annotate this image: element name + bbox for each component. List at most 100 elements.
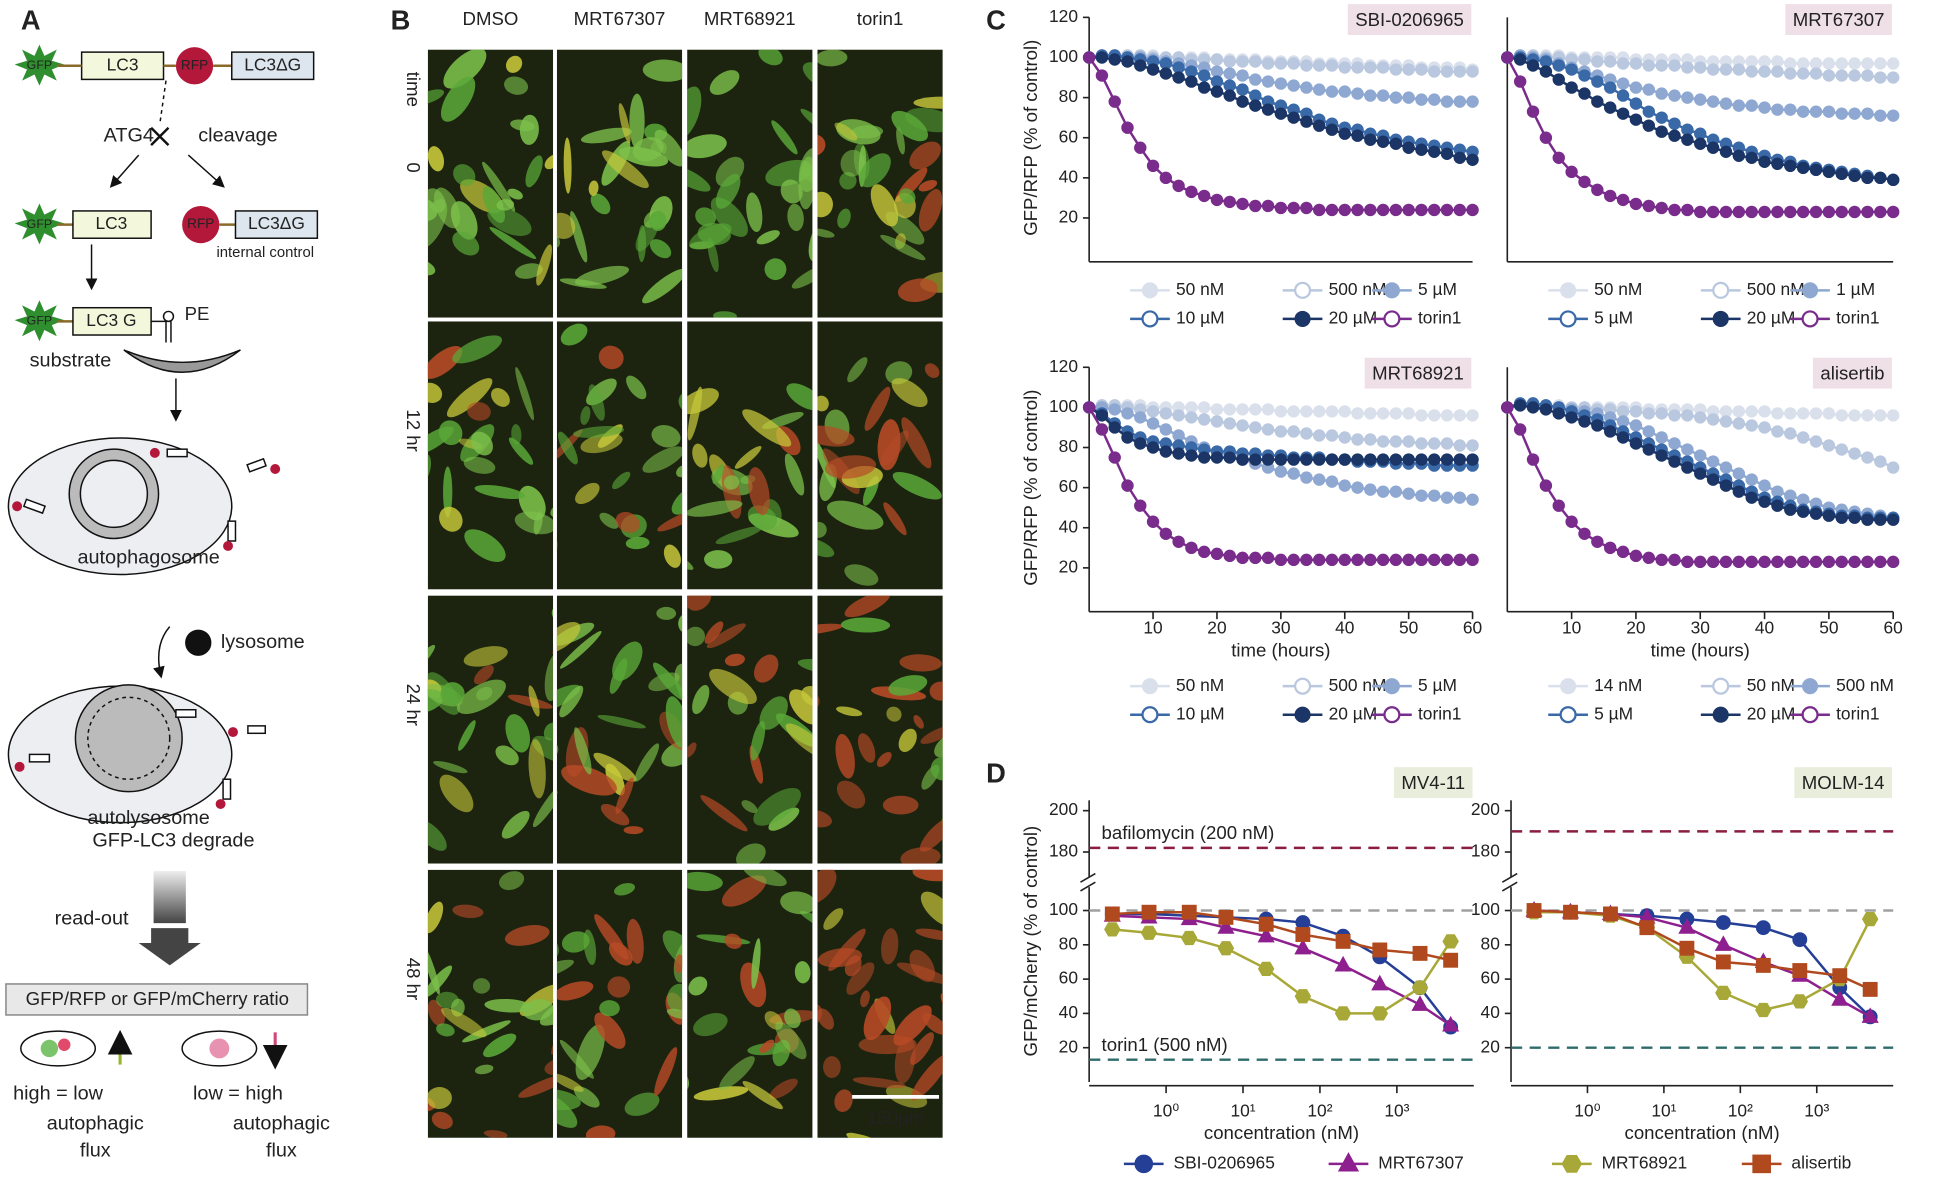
marker — [1642, 119, 1655, 132]
cell-blob — [634, 743, 660, 782]
marker — [1719, 145, 1733, 158]
marker — [1440, 437, 1454, 450]
cell-blob — [930, 756, 943, 781]
marker — [1428, 145, 1441, 158]
cell-blob — [844, 955, 862, 977]
marker — [1325, 59, 1339, 72]
micrograph — [817, 595, 943, 864]
cell-blob — [922, 1013, 943, 1035]
marker — [1223, 451, 1236, 464]
cell-blob — [556, 959, 575, 983]
marker — [1715, 985, 1732, 1000]
marker — [1121, 431, 1134, 444]
marker — [1616, 107, 1630, 120]
marker — [1616, 77, 1630, 90]
marker — [1732, 555, 1746, 569]
marker — [1578, 175, 1591, 189]
marker — [1287, 57, 1300, 70]
marker — [1526, 401, 1540, 414]
y-tick-label: 40 — [1481, 1002, 1500, 1022]
cell-blob — [700, 795, 748, 832]
marker — [1415, 63, 1428, 76]
cell-blob — [798, 156, 813, 210]
cell-blob — [504, 76, 529, 95]
cell-blob — [439, 506, 463, 532]
marker — [1706, 63, 1720, 76]
marker — [1604, 55, 1617, 68]
marker — [1513, 53, 1527, 66]
marker — [1300, 471, 1313, 484]
cell-blob — [427, 1086, 452, 1109]
cell-blob — [929, 681, 943, 701]
marker — [1745, 419, 1758, 432]
cell-blob — [580, 433, 623, 454]
cell-blob — [844, 564, 879, 586]
diagram-label: GFP-LC3 degrade — [92, 830, 254, 852]
cell-blob — [436, 1023, 455, 1037]
marker — [1325, 429, 1339, 442]
marker — [1758, 421, 1771, 434]
marker — [1758, 495, 1771, 508]
marker — [1629, 405, 1643, 418]
marker — [1351, 481, 1364, 494]
cell-blob — [836, 780, 866, 809]
marker — [1745, 99, 1758, 112]
cell-blob — [599, 1000, 620, 1017]
marker — [1364, 61, 1377, 74]
marker — [1338, 553, 1351, 567]
cell-blob — [870, 184, 899, 227]
marker — [1694, 411, 1707, 424]
cell-blob — [687, 165, 711, 192]
cell-blob — [742, 409, 792, 447]
cell-blob — [491, 388, 510, 407]
cell-blob — [742, 1081, 783, 1110]
marker — [1141, 282, 1159, 299]
cell-blob — [508, 437, 534, 465]
marker — [1312, 203, 1326, 217]
chart: 20 40 60 80 100 180 200 10⁰ 10¹ 10² 10³ GFP/mCherry… — [1020, 767, 1851, 1174]
cell-blob — [528, 739, 546, 799]
marker — [1801, 678, 1819, 695]
marker — [1335, 933, 1351, 949]
marker — [1466, 493, 1479, 506]
marker — [1642, 443, 1655, 456]
cell-blob — [721, 875, 767, 907]
cell-blob — [532, 782, 554, 828]
marker — [1565, 63, 1578, 76]
cell-blob — [920, 725, 943, 745]
legend-label: 20 µM — [1747, 307, 1796, 327]
marker — [1694, 467, 1707, 480]
marker — [1694, 61, 1707, 74]
cell-blob — [920, 891, 943, 927]
cell-blob — [687, 386, 703, 441]
marker — [1861, 171, 1874, 185]
panel-label: D — [986, 758, 1006, 789]
marker — [1639, 920, 1655, 936]
cell-blob — [464, 529, 506, 562]
marker — [1442, 934, 1459, 949]
marker — [1706, 413, 1720, 426]
marker — [1274, 77, 1288, 90]
marker — [1552, 407, 1565, 420]
marker — [1642, 407, 1655, 420]
marker — [1351, 129, 1364, 142]
marker — [1274, 465, 1288, 478]
marker — [1300, 59, 1313, 72]
y-tick-label: 20 — [1059, 556, 1078, 576]
cell-blob — [946, 457, 977, 486]
marker — [1861, 205, 1874, 219]
marker — [1616, 57, 1630, 70]
marker — [1591, 75, 1604, 88]
marker — [1552, 499, 1565, 512]
cell-blob — [674, 954, 683, 974]
cell-blob — [899, 654, 942, 672]
cell-blob — [504, 925, 550, 946]
diagram-label: LC3 — [95, 213, 127, 233]
cell-blob — [687, 500, 743, 517]
marker — [1755, 1002, 1772, 1018]
cell-blob — [687, 595, 712, 611]
column-label: torin1 — [857, 8, 904, 29]
cell-blob — [396, 1048, 430, 1097]
legend-label: 50 nM — [1176, 675, 1224, 695]
cell-blob — [600, 803, 630, 826]
